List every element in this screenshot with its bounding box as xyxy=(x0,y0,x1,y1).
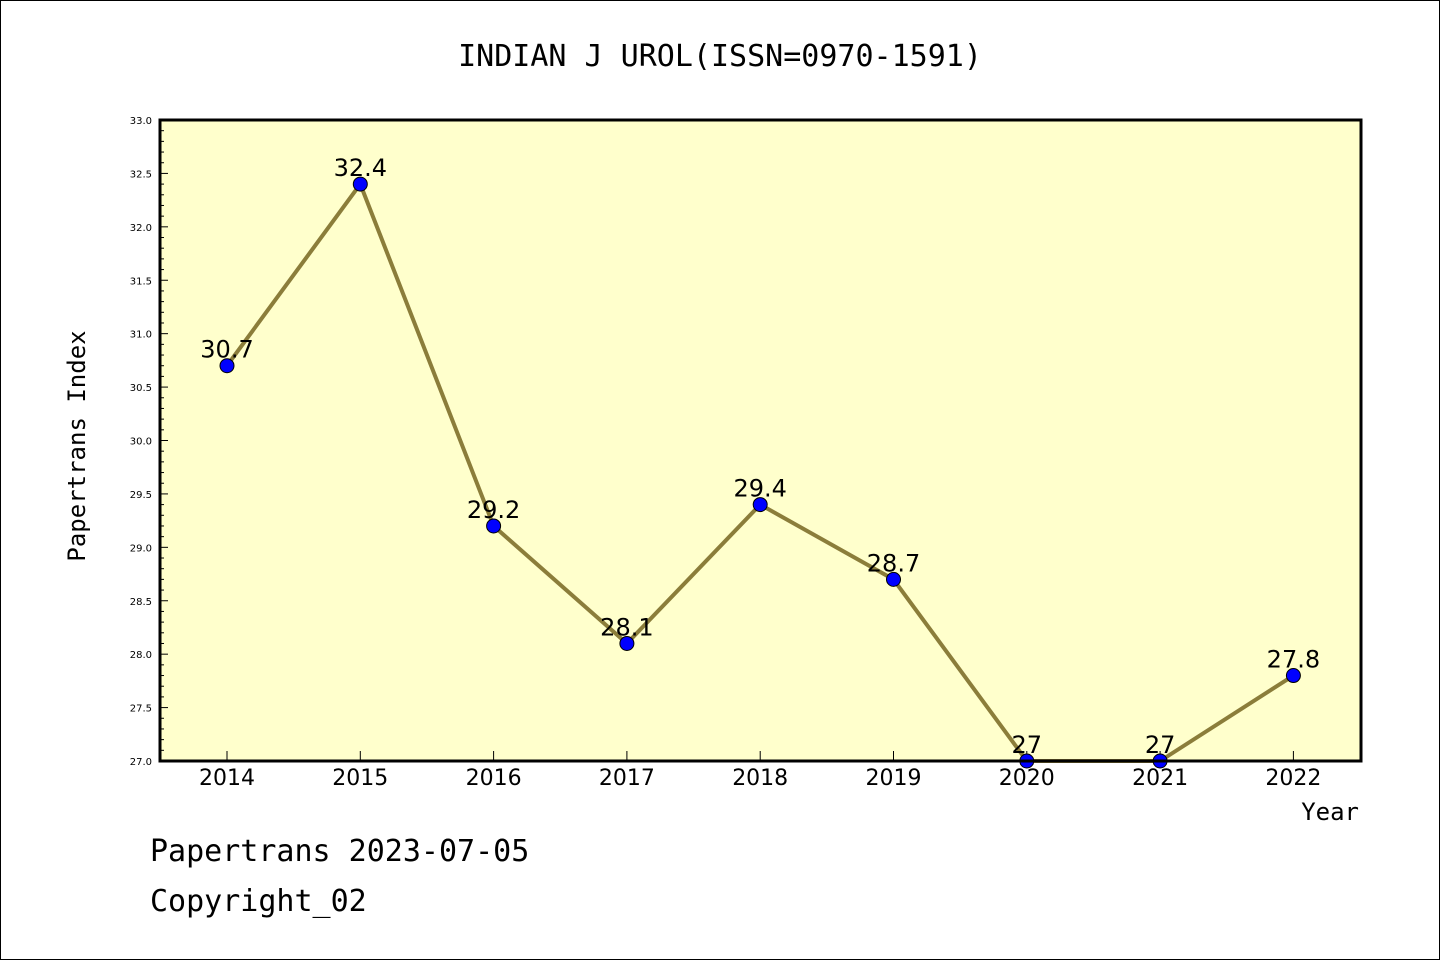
x-tick-label: 2022 xyxy=(1265,766,1321,791)
data-label: 29.4 xyxy=(733,475,786,503)
y-tick-label: 31.5 xyxy=(130,276,152,287)
y-tick-label: 31.0 xyxy=(130,330,152,341)
data-label: 27.8 xyxy=(1267,646,1320,674)
x-axis: 2014 2015 2016 2017 2018 2019 2020 2021 2022 xyxy=(199,751,1321,791)
x-tick-label: 2020 xyxy=(999,766,1055,791)
x-tick-label: 2017 xyxy=(599,766,655,791)
x-tick-label: 2019 xyxy=(866,766,922,791)
y-tick-label: 28.5 xyxy=(130,597,152,608)
y-tick-label: 32.5 xyxy=(130,169,152,180)
x-tick-label: 2021 xyxy=(1132,766,1188,791)
y-tick-label: 29.0 xyxy=(130,543,152,554)
data-point xyxy=(752,497,768,513)
data-label: 29.2 xyxy=(467,496,520,524)
chart-title: INDIAN J UROL(ISSN=0970-1591) xyxy=(458,39,982,74)
plot-border xyxy=(158,118,1363,763)
data-point xyxy=(619,635,635,651)
data-point xyxy=(1285,668,1301,684)
y-tick-label: 28.0 xyxy=(130,650,152,661)
data-point xyxy=(486,518,502,534)
data-label: 28.7 xyxy=(867,549,920,577)
y-tick-label: 33.0 xyxy=(130,116,152,127)
x-tick-label: 2016 xyxy=(466,766,522,791)
x-axis-label: Year xyxy=(1301,798,1359,826)
data-label: 27 xyxy=(1145,731,1176,759)
data-point xyxy=(219,358,235,374)
data-point xyxy=(352,176,368,192)
data-label: 28.1 xyxy=(600,613,653,641)
x-tick-label: 2018 xyxy=(732,766,788,791)
x-tick-label: 2014 xyxy=(199,766,255,791)
y-tick-label: 29.5 xyxy=(130,490,152,501)
y-axis-label: Papertrans Index xyxy=(63,330,91,561)
y-tick-label: 32.0 xyxy=(130,223,152,234)
plot-area xyxy=(160,120,1361,761)
data-point xyxy=(886,571,901,587)
y-tick-label: 27.0 xyxy=(130,757,152,768)
data-label: 32.4 xyxy=(334,154,387,182)
y-tick-label: 30.0 xyxy=(130,437,152,448)
x-tick-label: 2015 xyxy=(332,766,388,791)
y-tick-label: 27.5 xyxy=(130,704,152,715)
y-tick-label: 30.5 xyxy=(130,383,152,394)
footer-date: Papertrans 2023-07-05 xyxy=(150,834,530,869)
data-label: 30.7 xyxy=(200,336,253,364)
data-label: 27 xyxy=(1012,731,1043,759)
footer-copyright: Copyright_02 xyxy=(150,884,367,919)
